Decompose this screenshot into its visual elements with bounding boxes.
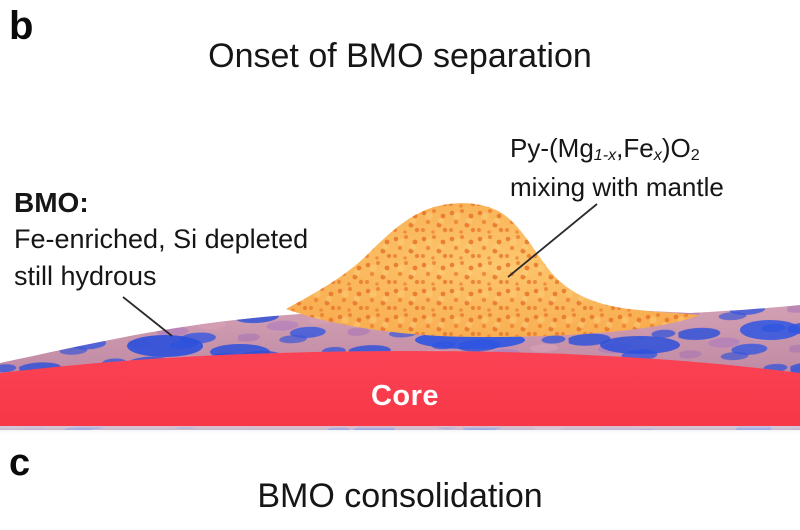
melt-pocket [600,336,680,354]
bmo-leader-line [122,296,173,337]
bmo-annotation: BMO: Fe-enriched, Si depleted still hydr… [14,184,308,295]
bmo-plume [286,203,700,337]
panel-b-label: b [9,4,34,48]
formula-pre: Py-(Mg [510,133,594,163]
formula-sub3: 2 [690,145,700,164]
py-annotation-formula: Py-(Mg1-x,Fex)O2 [510,131,724,170]
panel-c-label: c [9,442,31,484]
formula-sub2: x [653,145,662,164]
py-annotation-line2: mixing with mantle [510,172,724,202]
formula-post: )O [661,133,691,163]
bmo-annotation-heading: BMO: [14,187,89,218]
formula-sub1: 1-x [593,145,617,164]
formula-mid: ,Fe [616,133,654,163]
core-label: Core [370,380,440,412]
panel-b-title: Onset of BMO separation [208,37,592,75]
panel-c-title: BMO consolidation [257,477,543,515]
bmo-annotation-line2: still hydrous [14,261,157,291]
melt-pocket [740,320,800,340]
py-leader-line [507,203,598,278]
py-annotation: Py-(Mg1-x,Fex)O2 mixing with mantle [510,131,724,205]
melt-pocket [127,335,203,357]
core-layer [0,351,800,436]
core-shadow [0,426,800,436]
bmo-annotation-line1: Fe-enriched, Si depleted [14,224,309,254]
